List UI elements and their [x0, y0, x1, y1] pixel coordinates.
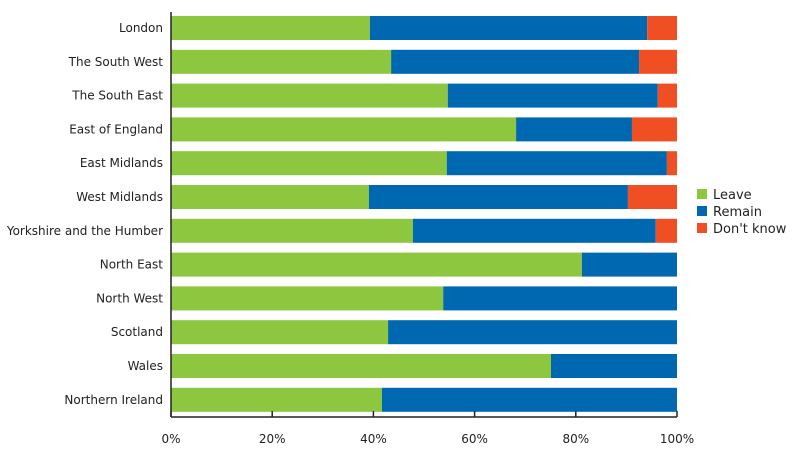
- bar-don-t-know: [631, 117, 677, 142]
- x-tick-label: 40%: [360, 432, 387, 446]
- category-label: The South West: [68, 55, 164, 69]
- bar-don-t-know: [647, 16, 677, 40]
- bar-remain: [447, 83, 658, 108]
- x-tick-label: 80%: [562, 432, 589, 446]
- category-label: Wales: [128, 359, 163, 373]
- category-label: North East: [100, 258, 164, 272]
- x-tick-label: 20%: [259, 432, 286, 446]
- bar-leave: [171, 151, 447, 176]
- bar-leave: [171, 320, 389, 345]
- legend-swatch: [697, 189, 707, 199]
- legend-swatch: [697, 223, 707, 233]
- bar-leave: [171, 354, 552, 378]
- bar-remain: [516, 117, 632, 142]
- bar-remain: [388, 320, 677, 345]
- category-label: Northern Ireland: [64, 393, 163, 407]
- x-tick-label: 60%: [461, 432, 488, 446]
- bar-don-t-know: [666, 151, 677, 176]
- bar-remain: [369, 16, 648, 40]
- category-label: Scotland: [111, 325, 163, 339]
- legend-label: Leave: [713, 188, 752, 203]
- category-label: London: [119, 21, 163, 35]
- bar-remain: [446, 151, 667, 176]
- bar-leave: [171, 218, 413, 243]
- bar-remain: [368, 185, 628, 209]
- bar-remain: [391, 49, 640, 74]
- bar-don-t-know: [657, 83, 677, 108]
- bar-don-t-know: [639, 49, 677, 74]
- bar-remain: [551, 354, 677, 378]
- bar-remain: [412, 218, 656, 243]
- bar-remain: [443, 286, 677, 311]
- category-label: East of England: [69, 122, 163, 136]
- bar-leave: [171, 49, 392, 74]
- category-label: Yorkshire and the Humber: [6, 224, 163, 238]
- bar-leave: [171, 83, 448, 108]
- category-label: The South East: [71, 89, 163, 103]
- category-label: North West: [96, 291, 163, 305]
- bar-leave: [171, 286, 444, 311]
- category-label: West Midlands: [76, 190, 163, 204]
- bar-leave: [171, 16, 370, 40]
- bar-remain: [581, 252, 677, 277]
- bar-leave: [171, 252, 582, 277]
- bar-don-t-know: [627, 185, 677, 209]
- bar-leave: [171, 387, 383, 412]
- legend-label: Remain: [713, 205, 762, 220]
- bar-remain: [382, 387, 677, 412]
- bar-leave: [171, 185, 369, 209]
- category-label: East Midlands: [80, 156, 163, 170]
- legend-label: Don't know: [713, 222, 787, 237]
- bar-leave: [171, 117, 517, 142]
- x-tick-label: 100%: [660, 432, 694, 446]
- x-tick-label: 0%: [161, 432, 180, 446]
- legend-swatch: [697, 206, 707, 216]
- bar-don-t-know: [655, 218, 677, 243]
